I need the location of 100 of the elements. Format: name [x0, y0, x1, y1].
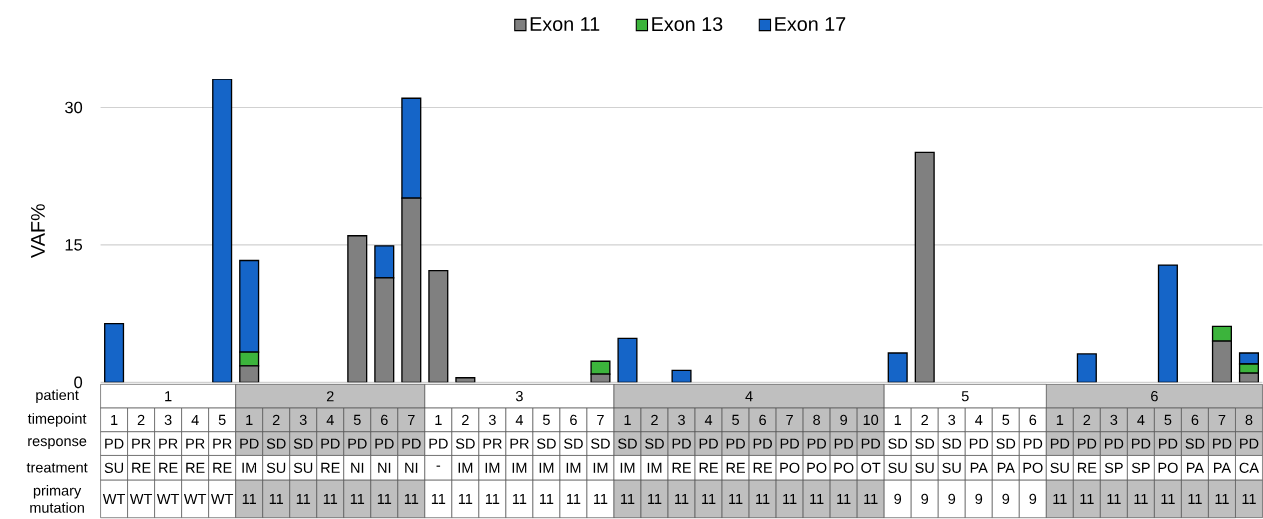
- text: OT: [861, 462, 881, 474]
- text: SU: [942, 462, 961, 474]
- text: 11: [702, 494, 716, 505]
- text: CA: [1239, 462, 1259, 474]
- text: PD: [1213, 438, 1232, 449]
- text: IM: [458, 462, 473, 473]
- x-tick-label: 6: [381, 414, 388, 426]
- text: PD: [240, 438, 259, 449]
- text: 9: [948, 493, 956, 505]
- legend-label: Exon 17: [775, 17, 846, 32]
- text: RE: [672, 462, 691, 473]
- text: PA: [997, 462, 1015, 473]
- text: PO: [1158, 462, 1178, 474]
- text: PD: [402, 438, 421, 449]
- text: 9: [975, 493, 983, 505]
- x-tick-label: 2: [272, 415, 280, 426]
- text: 9: [1002, 493, 1010, 505]
- text: 6: [1151, 391, 1158, 402]
- text: WT: [210, 494, 234, 505]
- text: PD: [321, 438, 340, 449]
- text: 11: [1242, 494, 1256, 505]
- text: 11: [1053, 494, 1067, 505]
- text: PD: [105, 438, 124, 449]
- bar: [401, 197, 422, 383]
- text: IM: [566, 462, 581, 473]
- x-tick-label: 4: [191, 415, 199, 426]
- text: IM: [539, 462, 554, 473]
- text: 11: [458, 494, 473, 505]
- x-tick-label: 3: [678, 414, 685, 426]
- text: PD: [753, 438, 772, 449]
- text: 11: [296, 494, 311, 505]
- text: 11: [269, 494, 284, 505]
- text: PA: [970, 462, 988, 473]
- bar: [347, 235, 368, 383]
- bar: [239, 259, 260, 353]
- text: 11: [729, 494, 743, 505]
- text: IM: [242, 462, 257, 473]
- text: 11: [675, 494, 689, 505]
- text: RE: [1077, 462, 1097, 473]
- text: 11: [756, 494, 770, 505]
- text: -: [436, 465, 441, 467]
- text: IM: [620, 462, 635, 473]
- text: 9: [894, 493, 902, 505]
- text: SD: [537, 438, 556, 449]
- x-tick-label: 1: [624, 415, 631, 426]
- x-tick-label: 6: [1191, 414, 1199, 426]
- text: SU: [888, 462, 907, 474]
- text: PD: [429, 438, 448, 449]
- text: PO: [807, 462, 827, 474]
- text: PD: [375, 438, 394, 449]
- text: NI: [351, 462, 364, 473]
- text: PR: [186, 438, 205, 449]
- x-tick-label: 1: [246, 415, 253, 426]
- x-tick-label: 6: [570, 414, 577, 426]
- text: 11: [485, 494, 500, 505]
- text: PR: [159, 438, 178, 449]
- text: SD: [645, 438, 664, 449]
- x-tick-label: 2: [462, 415, 469, 426]
- text: WT: [156, 494, 180, 505]
- text: PR: [510, 438, 529, 449]
- x-tick-label: 5: [1164, 415, 1172, 426]
- text: patient: [36, 389, 79, 404]
- bar: [401, 97, 422, 199]
- text: SU: [915, 462, 934, 474]
- text: SD: [1185, 438, 1205, 449]
- text: PD: [834, 438, 854, 449]
- text: PO: [780, 462, 800, 474]
- text: 11: [864, 494, 878, 505]
- text: 11: [539, 494, 554, 505]
- text: 9: [921, 493, 929, 505]
- text: PD: [1104, 438, 1124, 449]
- text: 11: [350, 494, 365, 505]
- text: SD: [455, 438, 475, 449]
- text: 11: [783, 494, 797, 505]
- text: SP: [1131, 462, 1150, 474]
- text: SU: [266, 462, 286, 474]
- text: WT: [102, 494, 126, 505]
- x-tick-label: 3: [1110, 414, 1118, 426]
- y-tick-label: 15: [65, 239, 83, 251]
- text: SD: [618, 438, 637, 449]
- text: PD: [348, 438, 367, 449]
- text: 11: [512, 494, 527, 505]
- x-tick-label: 4: [975, 415, 983, 426]
- text: SU: [293, 462, 313, 474]
- text: PD: [1159, 438, 1178, 449]
- text: 11: [810, 494, 824, 505]
- text: 11: [323, 494, 338, 505]
- x-tick-label: 2: [137, 415, 145, 426]
- bar: [1211, 340, 1232, 383]
- text: PD: [699, 438, 718, 449]
- text: PR: [483, 438, 502, 449]
- text: SD: [915, 438, 935, 449]
- text: 11: [1161, 494, 1175, 505]
- text: 9: [1029, 493, 1037, 505]
- text: 11: [648, 494, 662, 505]
- x-tick-label: 1: [894, 415, 902, 426]
- x-tick-label: 6: [759, 414, 766, 426]
- x-tick-label: 3: [488, 414, 496, 426]
- bar: [104, 323, 125, 383]
- text: SD: [888, 438, 908, 449]
